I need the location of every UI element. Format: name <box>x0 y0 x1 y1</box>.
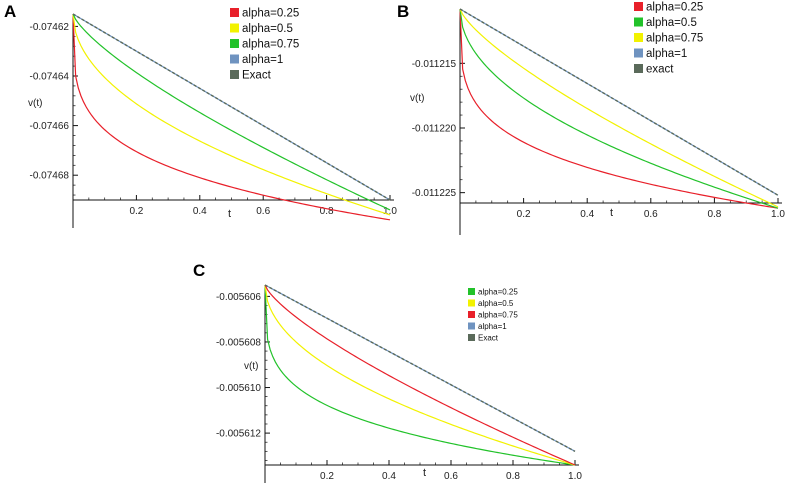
x-tick-label: 0.2 <box>517 209 531 220</box>
y-tick-label: -0.005606 <box>216 292 261 303</box>
series-line-alpha-0-5 <box>264 284 576 466</box>
series-line-exact <box>264 284 576 452</box>
panel-c: C -0.005606 -0.005608 -0.005610 -0.005612 0.2… <box>193 261 582 483</box>
series-line-exact <box>459 8 779 196</box>
series-line-alpha-0-5 <box>72 13 391 216</box>
legend-label: alpha=0.5 <box>646 17 697 29</box>
y-tick-label: -0.07462 <box>30 22 70 33</box>
legend-swatch <box>634 2 643 11</box>
y-tick-label: -0.011220 <box>412 123 457 134</box>
series-line-exact <box>72 13 391 201</box>
legend-label: alpha=0.25 <box>478 288 518 297</box>
y-axis-label: v(t) <box>410 93 424 104</box>
panel-label: A <box>4 2 16 21</box>
x-tick-label: 0.6 <box>444 471 458 482</box>
x-tick-label: 1.0 <box>771 209 785 220</box>
x-tick-label: 0.4 <box>193 206 207 217</box>
legend-swatch <box>634 17 643 27</box>
legend-swatch <box>230 8 239 17</box>
legend-label: alpha=0.25 <box>646 2 703 14</box>
legend-label: alpha=0.5 <box>478 299 514 308</box>
series-line-alpha-0-75 <box>264 284 576 466</box>
x-axis-label: t <box>423 467 426 479</box>
y-tick-label: -0.011215 <box>412 59 457 70</box>
legend-swatch <box>230 70 239 79</box>
y-tick-label: -0.005612 <box>216 429 261 440</box>
legend-swatch <box>634 48 643 58</box>
x-tick-label: 0.8 <box>707 209 721 220</box>
legend-swatch <box>468 299 475 307</box>
series-line-alpha-0-5 <box>459 8 779 209</box>
y-axis-label: v(t) <box>244 361 258 372</box>
y-tick-label: -0.07468 <box>30 171 70 182</box>
x-tick-label: 1.0 <box>383 206 397 217</box>
x-tick-label: 0.8 <box>320 206 334 217</box>
series-line-alpha-0-75 <box>72 13 391 211</box>
y-tick-label: -0.005608 <box>216 337 261 348</box>
x-tick-label: 0.6 <box>256 206 270 217</box>
legend-swatch <box>230 39 239 48</box>
x-tick-label: 0.4 <box>580 209 594 220</box>
series-line-alpha-0-25 <box>264 284 576 466</box>
y-tick-label: -0.005610 <box>216 383 261 394</box>
legend-label: exact <box>646 64 674 76</box>
y-axis-label: v(t) <box>28 98 42 109</box>
x-axis-label: t <box>228 208 231 220</box>
x-tick-label: 0.4 <box>382 471 396 482</box>
series-line-alpha-0-25 <box>72 13 391 221</box>
legend: alpha=0.25 alpha=0.5 alpha=0.75 alpha=1 Exac… <box>468 288 518 343</box>
legend-label: Exact <box>478 334 499 343</box>
legend: alpha=0.25 alpha=0.5 alpha=0.75 alpha=1 Exac… <box>230 8 299 82</box>
legend-swatch <box>634 33 643 42</box>
legend-swatch <box>468 311 475 318</box>
legend-label: alpha=0.75 <box>478 311 518 320</box>
legend-label: alpha=0.5 <box>242 23 293 35</box>
series-line-alpha-0-25 <box>459 8 779 209</box>
x-axis-label: t <box>610 207 613 219</box>
legend: alpha=0.25 alpha=0.5 alpha=0.75 alpha=1 exac… <box>634 2 703 76</box>
legend-label: alpha=1 <box>242 54 283 66</box>
legend-swatch <box>230 23 239 33</box>
x-tick-label: 1.0 <box>568 471 582 482</box>
y-tick-label: -0.07466 <box>30 121 70 132</box>
x-tick-label: 0.8 <box>506 471 520 482</box>
panel-b: B -0.011215 -0.011220 -0.011225 0.2 0.4 0.6 0.8… <box>397 2 785 235</box>
legend-label: alpha=0.25 <box>242 8 299 20</box>
legend-label: alpha=1 <box>646 48 687 60</box>
x-tick-label: 0.2 <box>129 206 143 217</box>
legend-label: alpha=0.75 <box>646 33 703 45</box>
series-line-alpha-0-75 <box>459 8 779 208</box>
y-tick-label: -0.07464 <box>30 72 70 83</box>
panel-label: B <box>397 2 409 21</box>
x-tick-label: 0.6 <box>644 209 658 220</box>
panel-a: A -0.07462 -0.07464 -0.07466 -0.07468 0.2 0.4 0… <box>4 2 397 228</box>
legend-label: alpha=0.75 <box>242 39 299 51</box>
legend-label: Exact <box>242 70 272 82</box>
panel-label: C <box>193 261 205 280</box>
legend-swatch <box>468 322 475 330</box>
legend-label: alpha=1 <box>478 322 507 331</box>
legend-swatch <box>468 334 475 341</box>
x-tick-label: 0.2 <box>320 471 334 482</box>
legend-swatch <box>634 64 643 73</box>
y-tick-label: -0.011225 <box>412 188 457 199</box>
legend-swatch <box>468 288 475 295</box>
legend-swatch <box>230 54 239 64</box>
